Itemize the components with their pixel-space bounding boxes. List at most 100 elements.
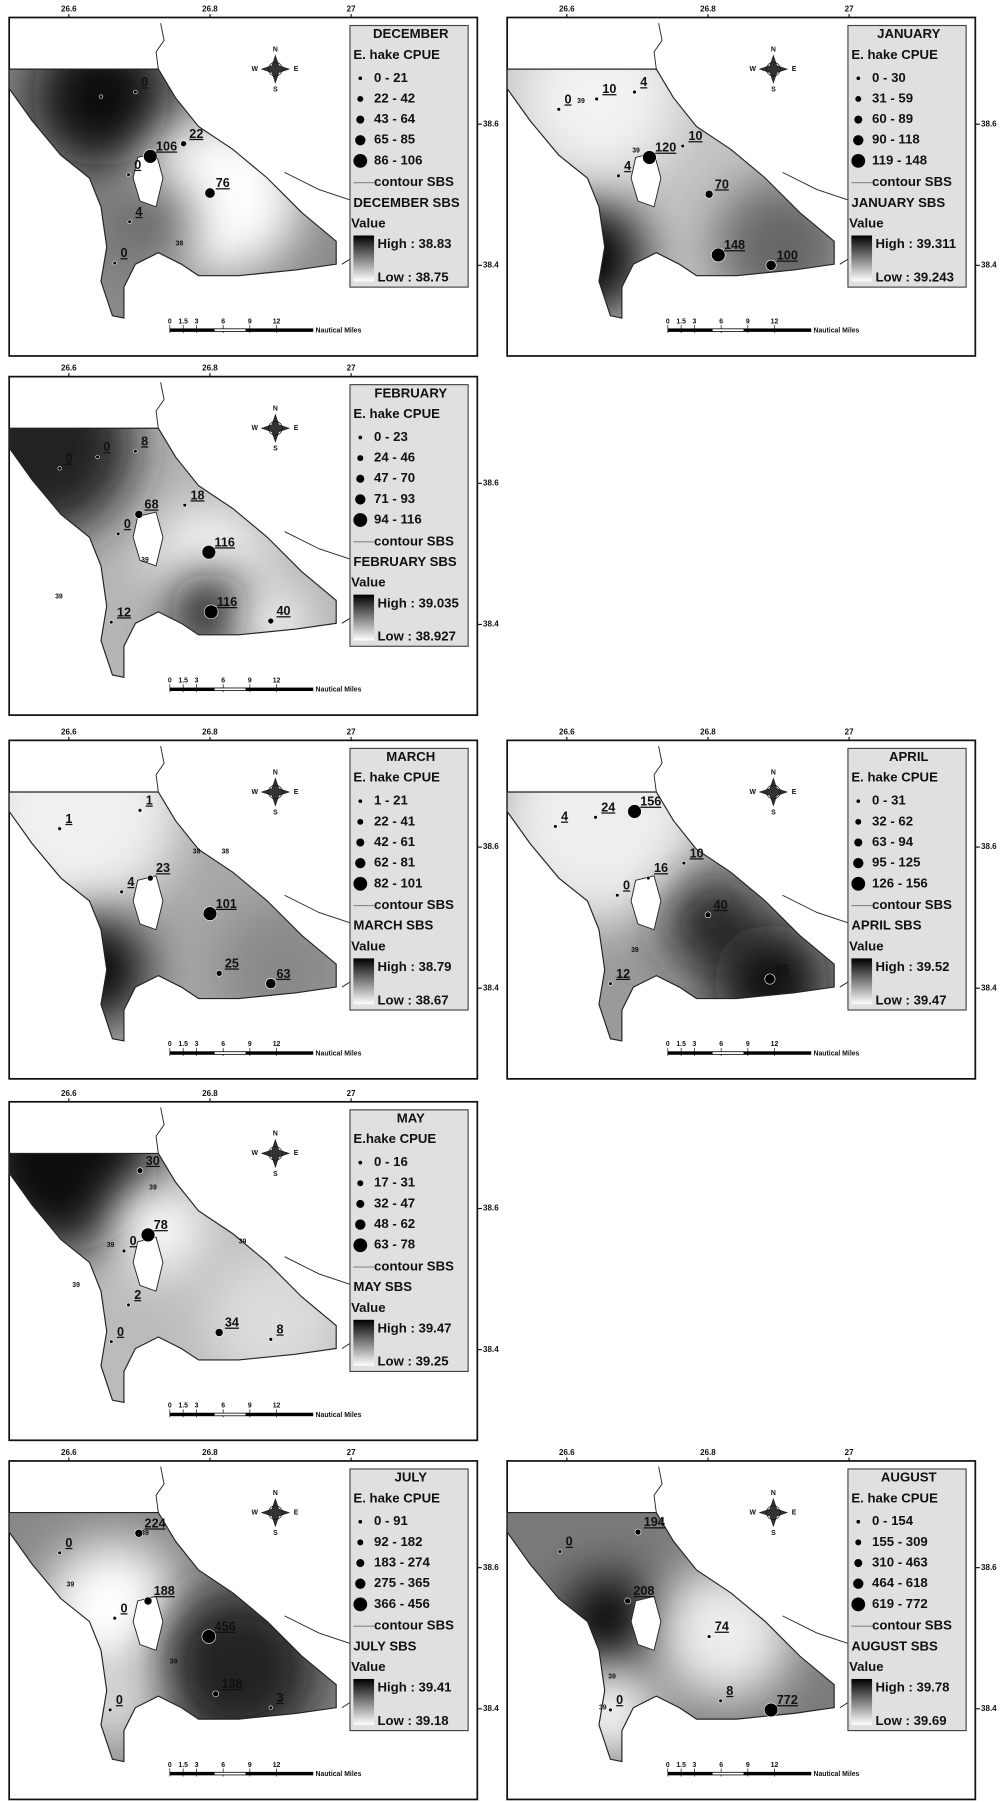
contour-legend: contour SBS: [872, 897, 952, 912]
cpue-label: 100: [777, 248, 798, 262]
cpue-label: 156: [640, 795, 661, 809]
cpue-label: 0: [566, 1535, 573, 1549]
contour-label: 39: [141, 557, 149, 564]
lon-tick-label: 27: [845, 1448, 854, 1457]
cpue-point: [147, 875, 153, 881]
cpue-label: 24: [601, 800, 615, 814]
sbs-ramp: [353, 595, 374, 641]
lon-tick-label: 26.8: [202, 1089, 218, 1098]
scale-label: 3: [195, 678, 199, 685]
lon-tick-label: 27: [845, 5, 854, 14]
legend-symbol: [358, 799, 362, 803]
legend-class: 119 - 148: [872, 152, 927, 167]
sbs-low: Low : 39.25: [378, 1354, 449, 1369]
cpue-label: 148: [724, 238, 745, 252]
cpue-label: 40: [277, 604, 291, 618]
cpue-label: 8: [277, 1322, 284, 1336]
legend-symbol: [355, 135, 365, 145]
legend-title: AUGUST: [881, 1470, 937, 1485]
legend-symbol: [355, 1579, 365, 1589]
scale-label: 6: [221, 1041, 225, 1048]
scale-label: 12: [273, 678, 281, 685]
cpue-point: [269, 1337, 273, 1341]
compass-letter: W: [749, 1509, 756, 1516]
sbs-title: FEBRUARY SBS: [353, 554, 457, 569]
scale-bar-white: [215, 1052, 246, 1054]
legend-title: MAY: [397, 1110, 425, 1125]
legend-symbol: [357, 96, 363, 102]
contour-label: 39: [599, 1704, 607, 1711]
cpue-label: 30: [146, 1154, 160, 1168]
compass-letter: N: [771, 769, 776, 776]
cpue-label: 1: [146, 794, 153, 808]
cpue-point: [109, 1340, 113, 1344]
contour-label: 39: [631, 947, 639, 954]
scale-label: 1.5: [676, 1762, 686, 1769]
scale-label: 1.5: [676, 1041, 686, 1048]
legend-symbol: [353, 1597, 367, 1611]
sbs-ramp: [851, 1679, 872, 1725]
cpue-label: 12: [117, 605, 131, 619]
cpue-point: [58, 467, 62, 471]
compass-letter: E: [294, 66, 299, 73]
legend-symbol: [851, 877, 865, 891]
legend-title: APRIL: [889, 749, 929, 764]
cpue-label: 194: [644, 1515, 665, 1529]
scale-label: 0: [168, 1403, 172, 1410]
lon-tick-label: 26.6: [61, 1089, 77, 1098]
cpue-point: [594, 815, 598, 819]
cpue-point: [705, 912, 711, 918]
lat-tick-label: 38.4: [483, 983, 499, 992]
sbs-ramp: [353, 235, 374, 281]
legend-class: 24 - 46: [374, 450, 415, 465]
cpue-label: 0: [141, 75, 148, 89]
legend-class: 94 - 116: [374, 512, 422, 527]
value-title: Value: [351, 216, 385, 231]
scale-bar-white: [713, 329, 744, 331]
sbs-low: Low : 38.927: [378, 629, 456, 644]
legend-symbol: [854, 1559, 862, 1567]
cpue-label: 4: [561, 810, 568, 824]
legend-symbol: [353, 877, 367, 891]
value-title: Value: [351, 1300, 385, 1315]
sbs-high: High : 39.52: [875, 959, 949, 974]
cpue-title: E. hake CPUE: [353, 770, 440, 785]
sbs-title: MAY SBS: [353, 1279, 412, 1294]
scale-unit: Nautical Miles: [814, 1050, 860, 1057]
scale-label: 9: [248, 1041, 252, 1048]
lon-tick-label: 26.6: [559, 5, 575, 14]
sbs-high: High : 39.035: [378, 595, 459, 610]
compass-letter: E: [792, 1509, 797, 1516]
scale-label: 12: [273, 1403, 281, 1410]
cpue-title: E. hake CPUE: [851, 1490, 938, 1505]
cpue-title: E.hake CPUE: [353, 1131, 436, 1146]
cpue-title: E. hake CPUE: [353, 47, 440, 62]
cpue-point: [205, 188, 215, 198]
compass-letter: S: [771, 1530, 776, 1537]
sbs-title: JULY SBS: [353, 1638, 416, 1653]
lat-tick-label: 38.4: [483, 620, 499, 629]
sbs-high: High : 38.79: [378, 959, 452, 974]
scale-unit: Nautical Miles: [316, 1412, 362, 1419]
legend-symbol: [358, 76, 362, 80]
cpue-label: 0: [65, 1536, 72, 1550]
contour-label: 39: [239, 1239, 247, 1246]
sbs-low: Low : 38.75: [378, 269, 449, 284]
scale-label: 9: [248, 678, 252, 685]
contour-label: 38: [176, 240, 184, 247]
legend-title: MARCH: [386, 749, 435, 764]
legend-class: 31 - 59: [872, 90, 913, 105]
cpue-label: 3: [277, 1691, 284, 1705]
scale-label: 1.5: [178, 1762, 188, 1769]
legend-class: 126 - 156: [872, 875, 928, 890]
cpue-label: 8: [141, 434, 148, 448]
legend-title: DECEMBER: [373, 26, 449, 41]
legend-class: 0 - 154: [872, 1513, 914, 1528]
cpue-label: 116: [215, 535, 235, 549]
legend-class: 275 - 365: [374, 1575, 430, 1590]
lon-tick-label: 27: [845, 727, 854, 736]
cpue-label: 4: [135, 205, 142, 219]
legend-class: 62 - 81: [374, 855, 415, 870]
scale-bar-white: [215, 1414, 246, 1416]
lon-tick-label: 26.6: [61, 364, 77, 373]
